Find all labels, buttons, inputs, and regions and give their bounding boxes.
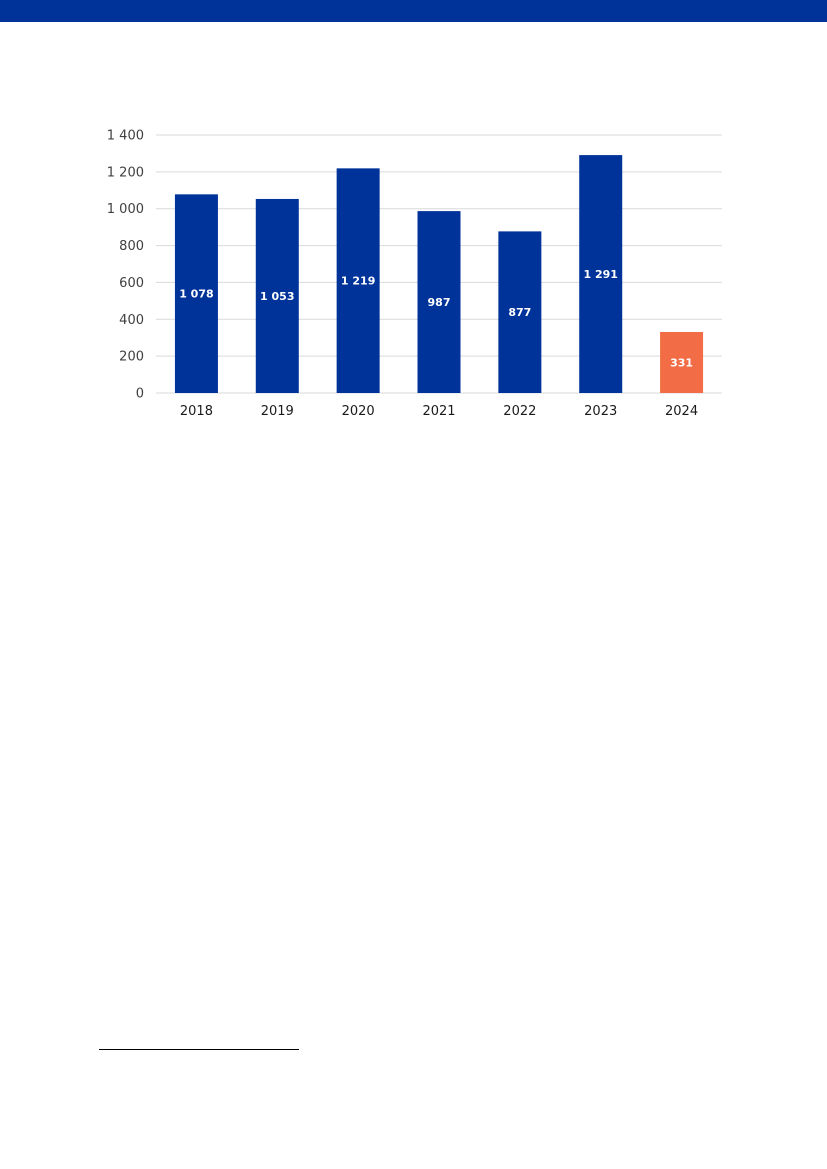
data-label-2022: 877 xyxy=(508,306,531,319)
bar-2024 xyxy=(660,332,704,393)
bar-2023 xyxy=(579,155,623,393)
y-axis-ticks: 0 200 400 600 800 1 000 1 200 1 400 xyxy=(107,129,144,402)
header-band xyxy=(0,0,827,22)
y-tick-label: 1 400 xyxy=(107,129,144,144)
data-label-2023: 1 291 xyxy=(583,268,617,281)
x-tick-label: 2024 xyxy=(665,404,698,419)
y-tick-label: 0 xyxy=(136,387,144,402)
x-tick-label: 2019 xyxy=(261,404,294,419)
data-label-2020: 1 219 xyxy=(341,275,375,288)
bar-2018 xyxy=(174,194,218,393)
x-tick-label: 2018 xyxy=(180,404,213,419)
y-tick-label: 1 000 xyxy=(107,202,144,217)
data-label-2024: 331 xyxy=(670,357,693,370)
x-tick-label: 2021 xyxy=(422,404,455,419)
bars: 1 078 1 053 1 219 987 877 1 291 331 xyxy=(174,155,704,393)
y-tick-label: 800 xyxy=(119,239,144,254)
data-label-2018: 1 078 xyxy=(179,288,213,301)
data-label-2019: 1 053 xyxy=(260,290,294,303)
bar-2022 xyxy=(498,231,542,393)
x-tick-label: 2023 xyxy=(584,404,617,419)
y-tick-label: 1 200 xyxy=(107,165,144,180)
footnote-separator xyxy=(99,1049,299,1050)
bar-2020 xyxy=(336,168,380,393)
bar-2021 xyxy=(417,211,461,393)
x-axis-ticks: 2018 2019 2020 2021 2022 2023 2024 xyxy=(180,404,698,419)
x-tick-label: 2022 xyxy=(503,404,536,419)
y-tick-label: 600 xyxy=(119,276,144,291)
x-tick-label: 2020 xyxy=(342,404,375,419)
data-label-2021: 987 xyxy=(428,296,451,309)
y-tick-label: 400 xyxy=(119,313,144,328)
y-tick-label: 200 xyxy=(119,350,144,365)
bar-2019 xyxy=(255,198,299,393)
